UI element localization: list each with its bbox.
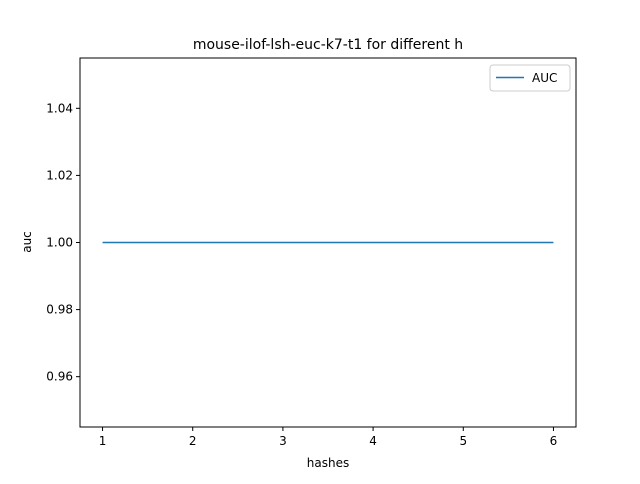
y-tick-label: 0.98 [46, 303, 73, 317]
y-tick-label: 0.96 [46, 370, 73, 384]
legend: AUC [489, 64, 571, 92]
y-tick-label: 1.00 [46, 236, 73, 250]
x-tick-label: 2 [189, 434, 197, 448]
legend-label-auc: AUC [532, 71, 557, 85]
y-tick-label: 1.04 [46, 101, 73, 115]
y-tick-label: 1.02 [46, 168, 73, 182]
y-axis-label: auc [20, 231, 34, 253]
x-tick-label: 5 [459, 434, 467, 448]
x-tick-label: 3 [279, 434, 287, 448]
x-tick-label: 6 [550, 434, 558, 448]
x-tick-label: 1 [99, 434, 107, 448]
chart-title: mouse-ilof-lsh-euc-k7-t1 for different h [193, 37, 463, 53]
x-axis-label: hashes [307, 456, 349, 470]
y-axis-ticks: 0.96 0.98 1.00 1.02 1.04 [46, 101, 80, 384]
x-tick-label: 4 [369, 434, 377, 448]
legend-box [489, 64, 571, 92]
x-axis-ticks: 1 2 3 4 5 6 [99, 427, 558, 448]
